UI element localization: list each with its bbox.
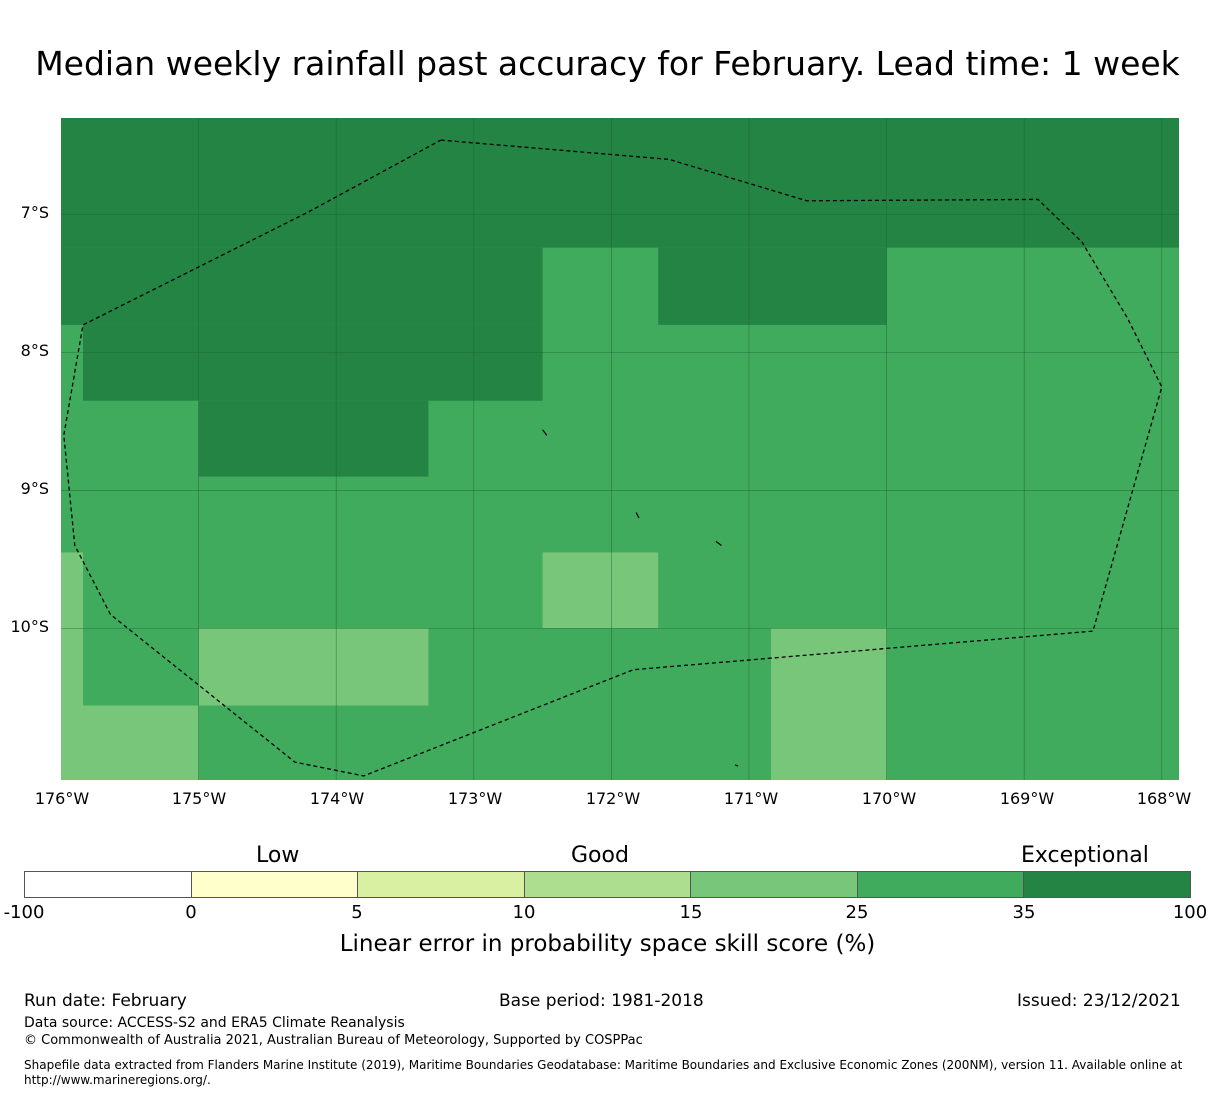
skill-cell-light (61, 552, 84, 629)
category-low: Low (256, 843, 300, 868)
lon-tick-176w: 176°W (34, 789, 90, 808)
colorbar-segment (691, 872, 858, 897)
colorbar-segment (191, 872, 359, 897)
skill-cell-light (542, 552, 659, 629)
colorbar-label: Linear error in probability space skill … (339, 931, 876, 957)
copyright: © Commonwealth of Australia 2021, Austra… (24, 1033, 643, 1048)
issued-date: Issued: 23/12/2021 (1017, 991, 1181, 1011)
category-exceptional: Exceptional (1021, 843, 1149, 868)
lon-tick-170w: 170°W (861, 789, 917, 808)
colorbar-segment (358, 872, 525, 897)
lon-tick-173w: 173°W (447, 789, 503, 808)
colorbar-segment (25, 872, 192, 897)
lon-tick-171w: 171°W (723, 789, 779, 808)
colorbar-tick: 35 (1012, 902, 1036, 923)
colorbar-tick: 0 (185, 902, 197, 923)
atoll-island (715, 540, 722, 547)
atoll-island (734, 764, 739, 767)
atoll-island (542, 429, 548, 436)
data-source: Data source: ACCESS-S2 and ERA5 Climate … (24, 1015, 405, 1031)
lon-tick-172w: 172°W (585, 789, 641, 808)
map-canvas (61, 118, 1179, 780)
colorbar (24, 871, 1191, 898)
colorbar-tick: 100 (1172, 902, 1208, 923)
colorbar-tick: 25 (845, 902, 869, 923)
base-period: Base period: 1981-2018 (499, 991, 704, 1011)
chart-title: Median weekly rainfall past accuracy for… (35, 44, 1180, 83)
skill-map (61, 118, 1179, 780)
colorbar-segment (524, 872, 692, 897)
skill-cell-dark (61, 247, 543, 325)
skill-cell-dark (658, 247, 887, 325)
skill-cell-dark (198, 400, 429, 477)
shapefile-url: http://www.marineregions.org/. (24, 1073, 211, 1087)
skill-cell-dark (83, 324, 543, 401)
skill-cell-light (771, 628, 887, 780)
colorbar-segment (1024, 872, 1191, 897)
lat-tick-9s: 9°S (20, 479, 49, 498)
atoll-island (635, 512, 640, 519)
colorbar-tick: 5 (351, 902, 363, 923)
skill-cell-dark (61, 118, 1179, 248)
lon-tick-174w: 174°W (309, 789, 365, 808)
eez-boundary (63, 139, 1163, 777)
lat-tick-8s: 8°S (20, 341, 49, 360)
skill-cell-light (198, 628, 429, 706)
category-good: Good (571, 843, 629, 868)
shapefile-credit: Shapefile data extracted from Flanders M… (24, 1058, 1183, 1072)
skill-cell-light (61, 628, 84, 706)
lon-tick-169w: 169°W (999, 789, 1055, 808)
lat-tick-10s: 10°S (10, 617, 49, 636)
lat-tick-7s: 7°S (20, 203, 49, 222)
skill-cell-light (61, 705, 199, 780)
colorbar-tick: -100 (3, 902, 45, 923)
colorbar-tick: 15 (679, 902, 703, 923)
lon-tick-175w: 175°W (171, 789, 227, 808)
colorbar-segment (857, 872, 1025, 897)
colorbar-tick: 10 (512, 902, 536, 923)
run-date: Run date: February (24, 991, 187, 1011)
lon-tick-168w: 168°W (1136, 789, 1192, 808)
